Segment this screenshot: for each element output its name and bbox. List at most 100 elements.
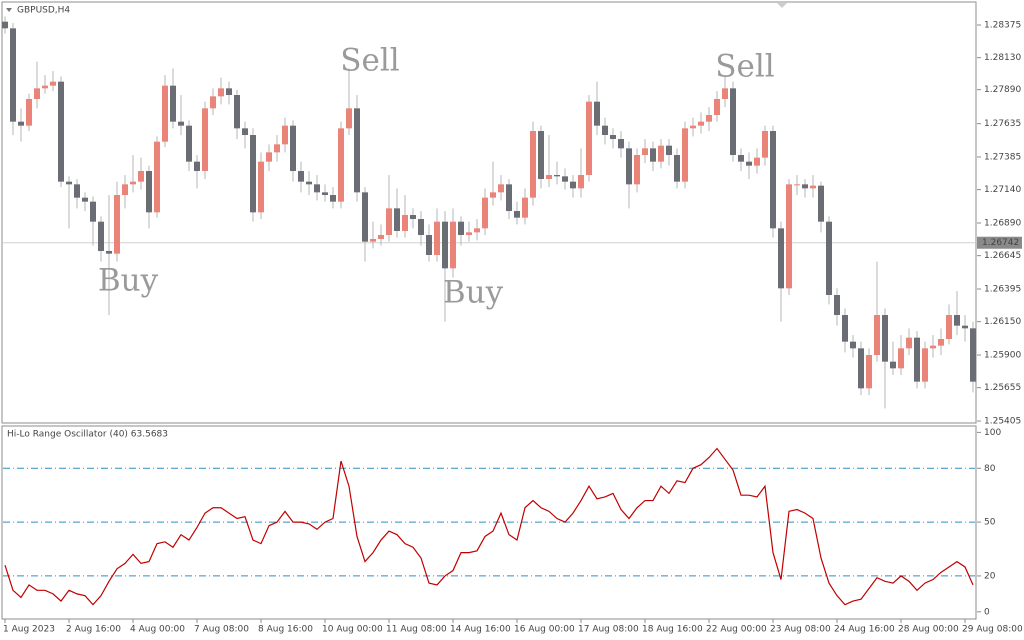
candle-body [522, 197, 528, 218]
candle-body [178, 121, 184, 126]
annotation: Buy [443, 275, 504, 311]
y-tick-label: 1.25405 [984, 417, 1021, 427]
candle-body [282, 125, 288, 145]
candle-body [434, 221, 440, 255]
y-tick-label: 20 [984, 571, 996, 581]
candle-body [738, 155, 744, 162]
candle-body [890, 361, 896, 369]
candle-body [930, 345, 936, 349]
x-tick-label: 29 Aug 08:00 [962, 625, 1023, 635]
candle-body [730, 88, 736, 155]
y-tick-label: 1.26645 [984, 251, 1021, 261]
candle-body [866, 355, 872, 389]
candle-body [698, 121, 704, 126]
x-tick-label: 2 Aug 16:00 [66, 625, 121, 635]
price-pane [1, 1, 977, 424]
candle-body [770, 131, 776, 229]
candle-body [490, 192, 496, 198]
x-tick-label: 1 Aug 2023 [3, 625, 55, 635]
x-tick-label: 4 Aug 00:00 [130, 625, 185, 635]
candle-body [290, 125, 296, 171]
candle-body [834, 295, 840, 315]
candle-body [154, 141, 160, 213]
candle-body [106, 251, 112, 254]
candle-body [66, 181, 72, 185]
candle-body [714, 99, 720, 115]
candle-body [162, 85, 168, 142]
candle-body [226, 88, 232, 95]
annotation: Sell [340, 43, 399, 79]
candle-body [210, 96, 216, 109]
candle-body [186, 125, 192, 162]
candle-body [386, 208, 392, 235]
candle-body [442, 221, 448, 269]
candle-body [674, 155, 680, 182]
candle-body [114, 195, 120, 254]
x-tick-label: 18 Aug 16:00 [642, 625, 703, 635]
candle-body [42, 85, 48, 89]
y-tick-label: 1.26150 [984, 317, 1021, 327]
candle-body [2, 21, 8, 29]
candle-body [234, 95, 240, 129]
candle-body [314, 184, 320, 193]
candle-body [418, 219, 424, 235]
x-tick-label: 22 Aug 00:00 [706, 625, 767, 635]
candle-body [578, 175, 584, 189]
candle-body [346, 108, 352, 129]
x-tick-label: 23 Aug 08:00 [770, 625, 831, 635]
candle-body [146, 171, 152, 213]
candle-body [938, 339, 944, 346]
candle-body [10, 28, 16, 122]
candle-body [946, 315, 952, 339]
menu-arrow [6, 8, 12, 12]
chart-title: GBPUSD,H4 [17, 6, 70, 16]
candle-body [746, 161, 752, 166]
x-tick-label: 8 Aug 16:00 [258, 625, 313, 635]
y-tick-label: 1.27385 [984, 153, 1021, 163]
candle-body [26, 99, 32, 126]
candle-body [874, 315, 880, 355]
x-tick-label: 17 Aug 08:00 [578, 625, 639, 635]
y-tick-label: 1.28375 [984, 21, 1021, 31]
candle-body [370, 239, 376, 242]
candle-body [914, 337, 920, 382]
x-tick-label: 14 Aug 16:00 [450, 625, 511, 635]
candle-body [722, 88, 728, 99]
candle-body [882, 315, 888, 362]
candle-body [378, 235, 384, 239]
candle-body [426, 235, 432, 255]
candle-body [650, 148, 656, 162]
candle-body [594, 101, 600, 126]
y-tick-label: 1.26395 [984, 285, 1021, 295]
y-tick-label: 100 [984, 428, 1001, 438]
candle-body [266, 152, 272, 162]
candle-body [954, 315, 960, 326]
candle-body [754, 157, 760, 166]
candle-body [970, 328, 976, 382]
candle-body [194, 161, 200, 171]
candle-body [762, 131, 768, 158]
y-tick-label: 0 [984, 607, 990, 617]
candle-body [906, 337, 912, 349]
candle-body [474, 228, 480, 233]
candle-body [34, 88, 40, 99]
candle-body [338, 128, 344, 202]
candle-body [298, 171, 304, 182]
candle-body [778, 228, 784, 289]
x-tick-label: 24 Aug 16:00 [834, 625, 895, 635]
candle-body [354, 108, 360, 193]
candle-body [306, 181, 312, 185]
candle-body [962, 325, 968, 329]
candle-body [810, 185, 816, 189]
candle-body [330, 195, 336, 202]
candle-body [50, 81, 56, 86]
y-tick-label: 50 [984, 518, 996, 528]
candle-body [618, 139, 624, 149]
x-tick-label: 16 Aug 00:00 [514, 625, 575, 635]
candle-body [610, 135, 616, 139]
candle-body [802, 184, 808, 189]
x-tick-label: 10 Aug 00:00 [322, 625, 383, 635]
y-tick-label: 80 [984, 464, 996, 474]
candle-body [786, 184, 792, 289]
